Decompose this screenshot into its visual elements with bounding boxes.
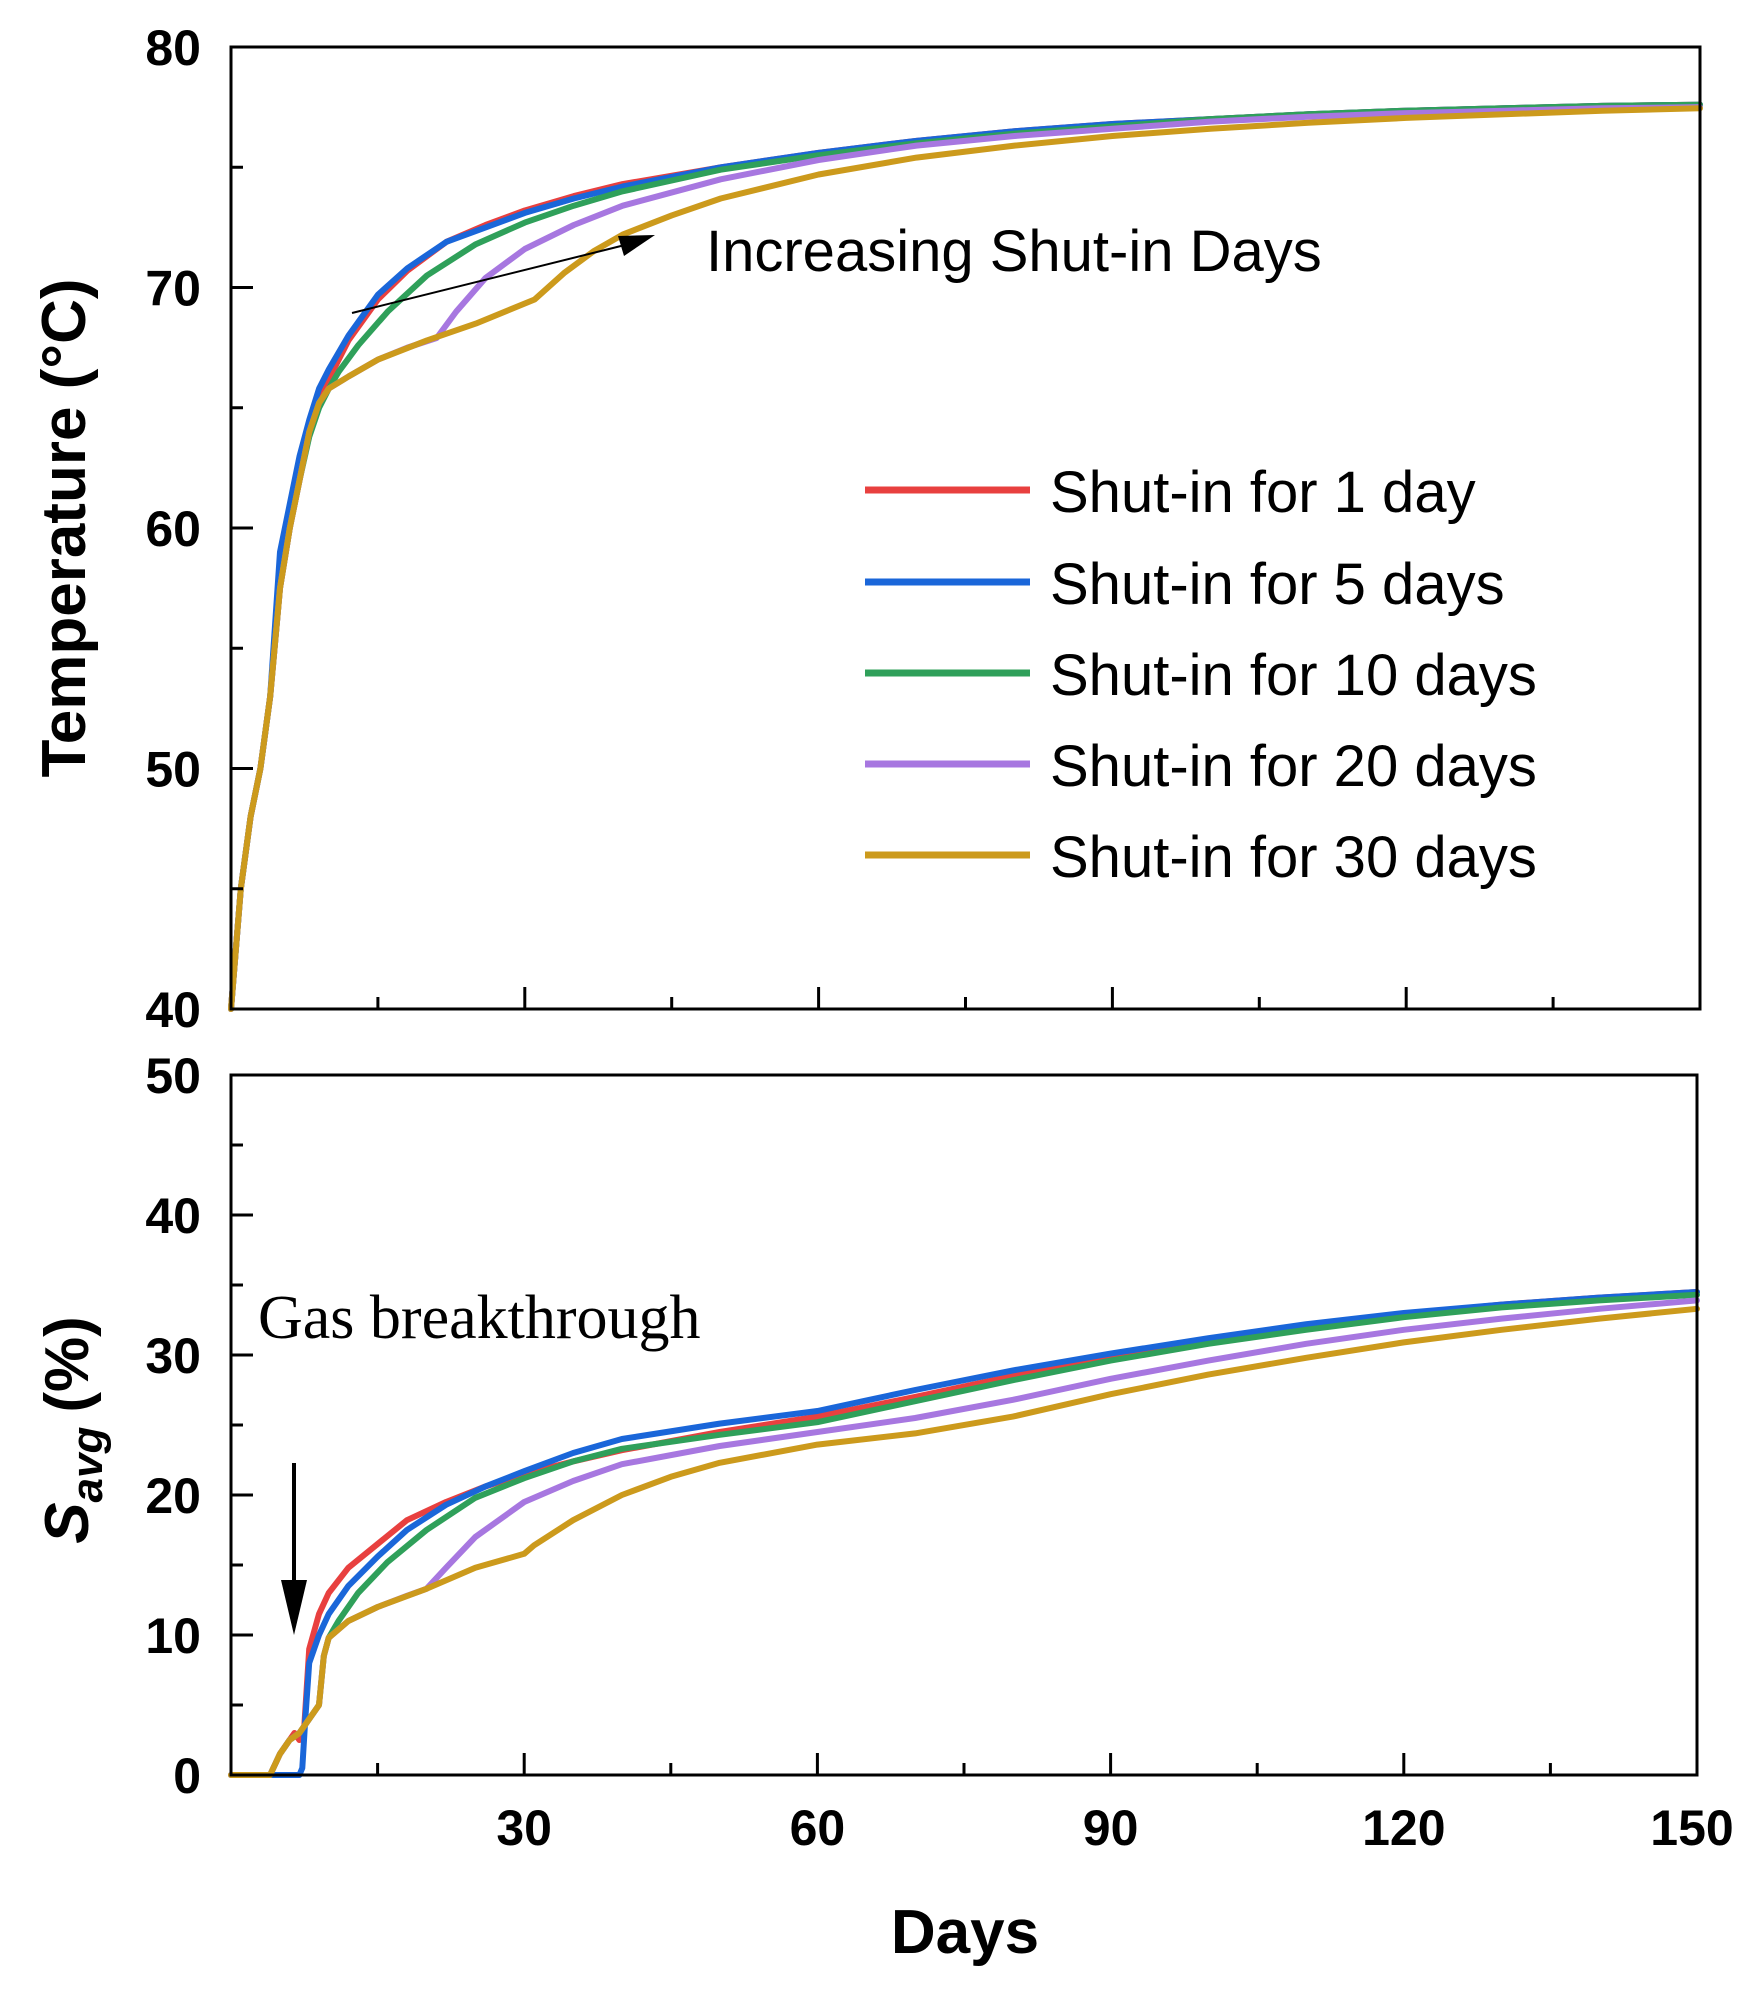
- temperature-y-ticks: 40 50 60 70 80: [145, 20, 253, 1038]
- saturation-x-tick-label-90: 90: [1083, 1800, 1139, 1856]
- legend-label-20-days: Shut-in for 20 days: [1050, 734, 1537, 799]
- x-axis-title: Days: [891, 1898, 1039, 1967]
- temperature-panel: 40 50 60 70 80 Temperature (°C) Increasing S…: [30, 20, 1703, 1038]
- legend: Shut-in for 1 day Shut-in for 5 days Shu…: [865, 460, 1537, 890]
- saturation-y-ticks: 0 10 20 30 40 50: [145, 1048, 253, 1804]
- saturation-y-tick-label-0: 0: [173, 1748, 201, 1804]
- saturation-y-tick-label-50: 50: [145, 1048, 201, 1104]
- saturation-y-tick-label-10: 10: [145, 1608, 201, 1664]
- increasing-shut-in-annotation: Increasing Shut-in Days: [351, 219, 1322, 314]
- saturation-y-tick-label-40: 40: [145, 1188, 201, 1244]
- y-title-unit: (%): [33, 1316, 102, 1412]
- saturation-series-group: [228, 1289, 1700, 1778]
- saturation-series-shut-in-for-1-day: [228, 1289, 1700, 1778]
- temperature-y-tick-label-70: 70: [145, 261, 201, 317]
- annotation-arrow-line: [351, 244, 626, 314]
- saturation-y-axis-title: Savg (%): [33, 1316, 112, 1544]
- saturation-x-tick-label-120: 120: [1362, 1800, 1445, 1856]
- temperature-series-shut-in-for-30-days: [228, 105, 1703, 1012]
- annotation-arrow-head: [618, 235, 655, 256]
- increasing-shut-in-days-label: Increasing Shut-in Days: [706, 219, 1322, 284]
- saturation-series-shut-in-for-20-days: [228, 1297, 1700, 1778]
- legend-label-30-days: Shut-in for 30 days: [1050, 825, 1537, 890]
- temperature-y-tick-label-80: 80: [145, 20, 201, 76]
- y-title-symbol: S: [33, 1502, 102, 1543]
- saturation-x-ticks: 30 60 90 120 150: [376, 1753, 1734, 1856]
- saturation-series-shut-in-for-5-days: [228, 1289, 1700, 1778]
- temperature-y-axis-title: Temperature (°C): [30, 278, 99, 777]
- temperature-series-group: [228, 101, 1703, 1012]
- saturation-x-tick-label-30: 30: [496, 1800, 552, 1856]
- temperature-x-ticks: [376, 987, 1555, 1009]
- temperature-y-tick-label-60: 60: [145, 501, 201, 557]
- gas-breakthrough-label: Gas breakthrough: [258, 1284, 700, 1352]
- temperature-y-tick-label-40: 40: [145, 982, 201, 1038]
- legend-label-5-days: Shut-in for 5 days: [1050, 552, 1505, 617]
- saturation-y-tick-label-30: 30: [145, 1328, 201, 1384]
- gas-breakthrough-arrow-head: [281, 1580, 307, 1635]
- saturation-series-shut-in-for-30-days: [228, 1305, 1700, 1778]
- saturation-series-shut-in-for-10-days: [228, 1291, 1700, 1778]
- y-title-subscript: avg: [63, 1427, 112, 1503]
- gas-breakthrough-annotation: Gas breakthrough: [258, 1284, 700, 1635]
- saturation-x-tick-label-150: 150: [1650, 1800, 1733, 1856]
- saturation-x-tick-label-60: 60: [790, 1800, 846, 1856]
- legend-label-1-day: Shut-in for 1 day: [1050, 460, 1476, 525]
- saturation-panel: 30 60 90 120 150 0 10 20 30 40 50 Savg (%) Days Ga…: [33, 1048, 1734, 1967]
- temperature-y-tick-label-50: 50: [145, 742, 201, 798]
- saturation-y-tick-label-20: 20: [145, 1468, 201, 1524]
- legend-label-10-days: Shut-in for 10 days: [1050, 643, 1537, 708]
